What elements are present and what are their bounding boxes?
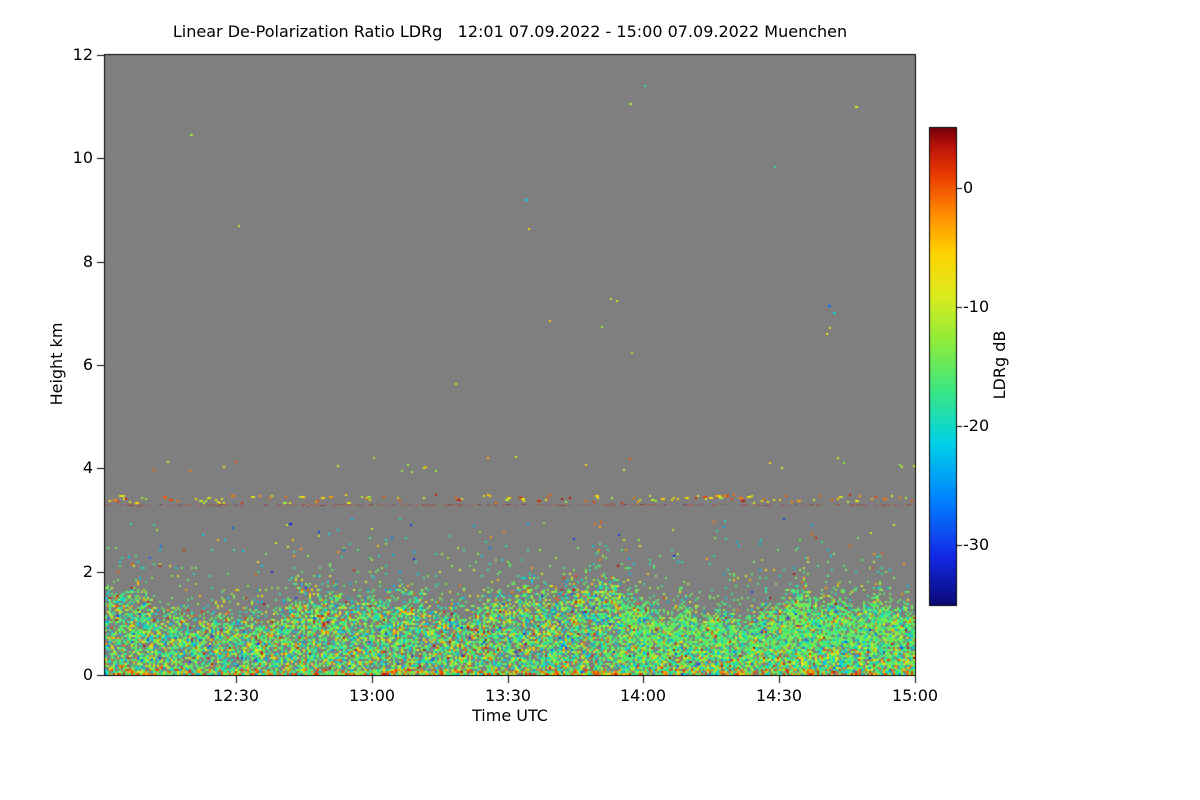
y-tick-label: 4 xyxy=(82,458,93,477)
y-tick-label: 12 xyxy=(72,45,93,64)
y-tick-label: 0 xyxy=(82,665,93,684)
y-tick-label: 8 xyxy=(82,252,93,271)
y-tick-label: 10 xyxy=(72,148,93,167)
x-tick-label: 14:00 xyxy=(619,686,667,705)
x-tick-label: 13:30 xyxy=(484,686,532,705)
x-tick-label: 12:30 xyxy=(212,686,260,705)
chart-title: Linear De-Polarization Ratio LDRg 12:01 … xyxy=(172,22,848,41)
x-tick-label: 15:00 xyxy=(891,686,939,705)
colorbar-tick-label: -30 xyxy=(963,535,990,554)
y-tick-label: 2 xyxy=(82,562,93,581)
colorbar-tick-label: -20 xyxy=(963,416,990,435)
x-tick-label: 13:00 xyxy=(348,686,396,705)
colorbar-tick-label: 0 xyxy=(963,178,974,197)
x-tick-label: 14:30 xyxy=(755,686,803,705)
y-tick-label: 6 xyxy=(82,355,93,374)
colorbar-tick-label: -10 xyxy=(963,297,990,316)
x-axis-label: Time UTC xyxy=(472,706,548,725)
